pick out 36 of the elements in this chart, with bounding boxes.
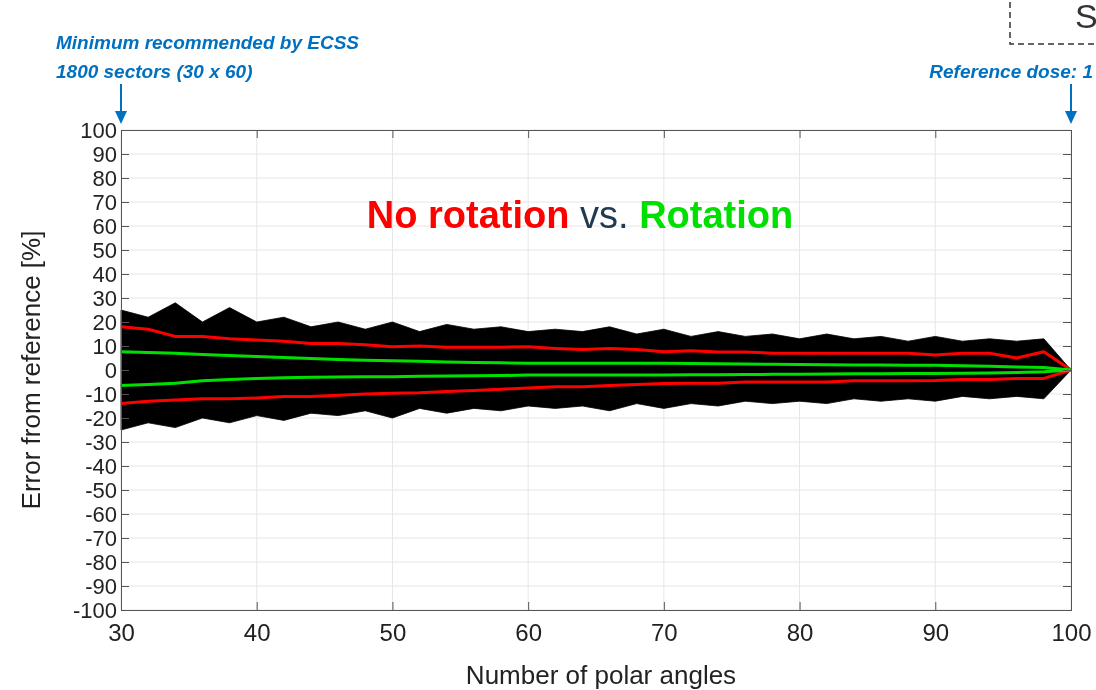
y-tick-label: 40 [92,261,117,287]
y-tick-label: 70 [92,189,117,215]
y-tick-label: -30 [85,429,117,455]
y-tick-label: -90 [85,573,117,599]
text: S [1075,0,1096,35]
x-tick-label: 90 [922,619,950,647]
y-tick-label: 30 [92,285,117,311]
x-tick-label: 100 [1051,619,1092,647]
text: No rotation [366,194,570,236]
text: Reference dose: 1 [929,61,1093,82]
y-tick-label: 0 [104,357,117,383]
text: Minimum recommended by ECSS 1800 sectors (30 x 60) [56,32,360,82]
y-tick-label: 80 [92,165,117,191]
x-tick-label: 80 [786,619,814,647]
y-tick-label: -50 [85,477,117,503]
y-tick-label: -100 [72,597,117,623]
y-tick-label: 60 [92,213,117,239]
x-axis-title: Number of polar angles [465,660,737,690]
y-tick-label: -60 [85,501,117,527]
x-tick-label: 40 [243,619,271,647]
y-tick-label: 10 [92,333,117,359]
y-tick-label: 20 [92,309,117,335]
y-tick-label: -80 [85,549,117,575]
y-tick-label: -20 [85,405,117,431]
x-tick-label: 60 [515,619,542,647]
y-tick-label: -10 [85,381,117,407]
y-axis-title: Error from reference [%] [16,230,46,510]
y-tick-label: -40 [85,453,117,479]
y-tick-label: -70 [85,525,117,551]
y-tick-label: 90 [92,141,117,167]
legend-title: vs. [569,194,640,236]
y-tick-label: 50 [92,237,117,263]
x-tick-label: 70 [651,619,678,647]
x-tick-label: 50 [379,619,407,647]
y-tick-label: 100 [80,117,117,143]
text: Rotation [639,194,794,236]
